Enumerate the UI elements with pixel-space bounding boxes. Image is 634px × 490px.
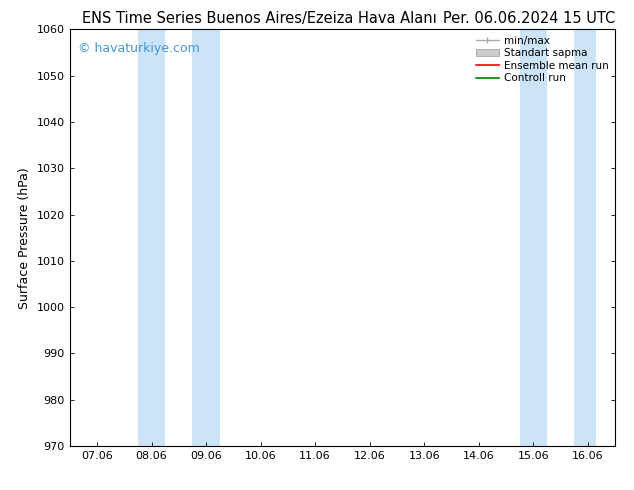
Bar bbox=[574, 29, 596, 446]
Bar bbox=[192, 29, 219, 446]
Text: ENS Time Series Buenos Aires/Ezeiza Hava Alanı: ENS Time Series Buenos Aires/Ezeiza Hava… bbox=[82, 11, 437, 26]
Text: © havaturkiye.com: © havaturkiye.com bbox=[78, 42, 200, 55]
Text: Per. 06.06.2024 15 UTC: Per. 06.06.2024 15 UTC bbox=[443, 11, 615, 26]
Bar bbox=[520, 29, 547, 446]
Bar bbox=[138, 29, 165, 446]
Y-axis label: Surface Pressure (hPa): Surface Pressure (hPa) bbox=[18, 167, 31, 309]
Legend: min/max, Standart sapma, Ensemble mean run, Controll run: min/max, Standart sapma, Ensemble mean r… bbox=[473, 32, 612, 87]
